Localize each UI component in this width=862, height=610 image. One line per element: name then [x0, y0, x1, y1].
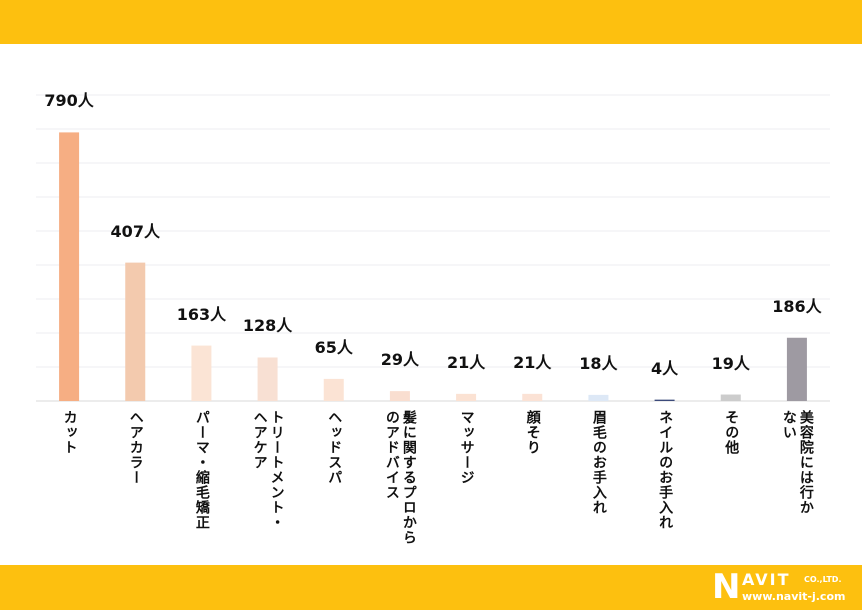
- data-label: 18人: [579, 353, 618, 373]
- category-label: マッサージ: [458, 410, 475, 485]
- bottom-banner: [0, 565, 862, 610]
- data-label: 407人: [110, 221, 160, 241]
- data-label: 21人: [513, 352, 552, 372]
- bar: [720, 394, 741, 401]
- data-label: 29人: [380, 350, 420, 370]
- top-banner: [0, 0, 862, 44]
- category-label: その他: [723, 410, 740, 455]
- data-label: 21人: [446, 352, 486, 372]
- data-label: 65人: [314, 337, 353, 357]
- category-label: トリートメント・ ヘアケア: [251, 410, 285, 530]
- logo-url: www.navit-j.com: [742, 590, 846, 603]
- category-label: カット: [61, 410, 78, 455]
- bar: [191, 345, 212, 401]
- bar: [59, 132, 80, 401]
- bar: [125, 262, 146, 401]
- data-label: 4人: [651, 358, 679, 378]
- bar: [257, 357, 278, 401]
- data-label: 790人: [44, 91, 94, 111]
- bar: [786, 337, 807, 401]
- category-label: ヘッドスパ: [326, 410, 343, 485]
- category-label: ネイルのお手入れ: [657, 410, 674, 530]
- bar: [456, 393, 477, 401]
- data-label: 163人: [176, 304, 227, 324]
- bar: [389, 391, 410, 401]
- data-label: 128人: [242, 316, 293, 336]
- category-label: ヘアカラー: [127, 410, 144, 485]
- data-label: 186人: [772, 296, 822, 316]
- navit-logo: N AVIT CO.,LTD. www.navit-j.com: [712, 567, 846, 607]
- bar: [323, 378, 344, 401]
- bar: [522, 393, 543, 401]
- data-label: 19人: [711, 353, 750, 373]
- category-label: パーマ・縮毛矯正: [193, 410, 210, 530]
- bar: [588, 394, 609, 401]
- bar: [654, 399, 675, 401]
- category-label: 眉毛のお手入れ: [590, 410, 607, 515]
- category-label: 顔そり: [524, 410, 541, 455]
- category-label: 美容院には行か ない: [780, 410, 814, 515]
- category-label: 髪に関するプロから のアドバイス: [383, 410, 417, 545]
